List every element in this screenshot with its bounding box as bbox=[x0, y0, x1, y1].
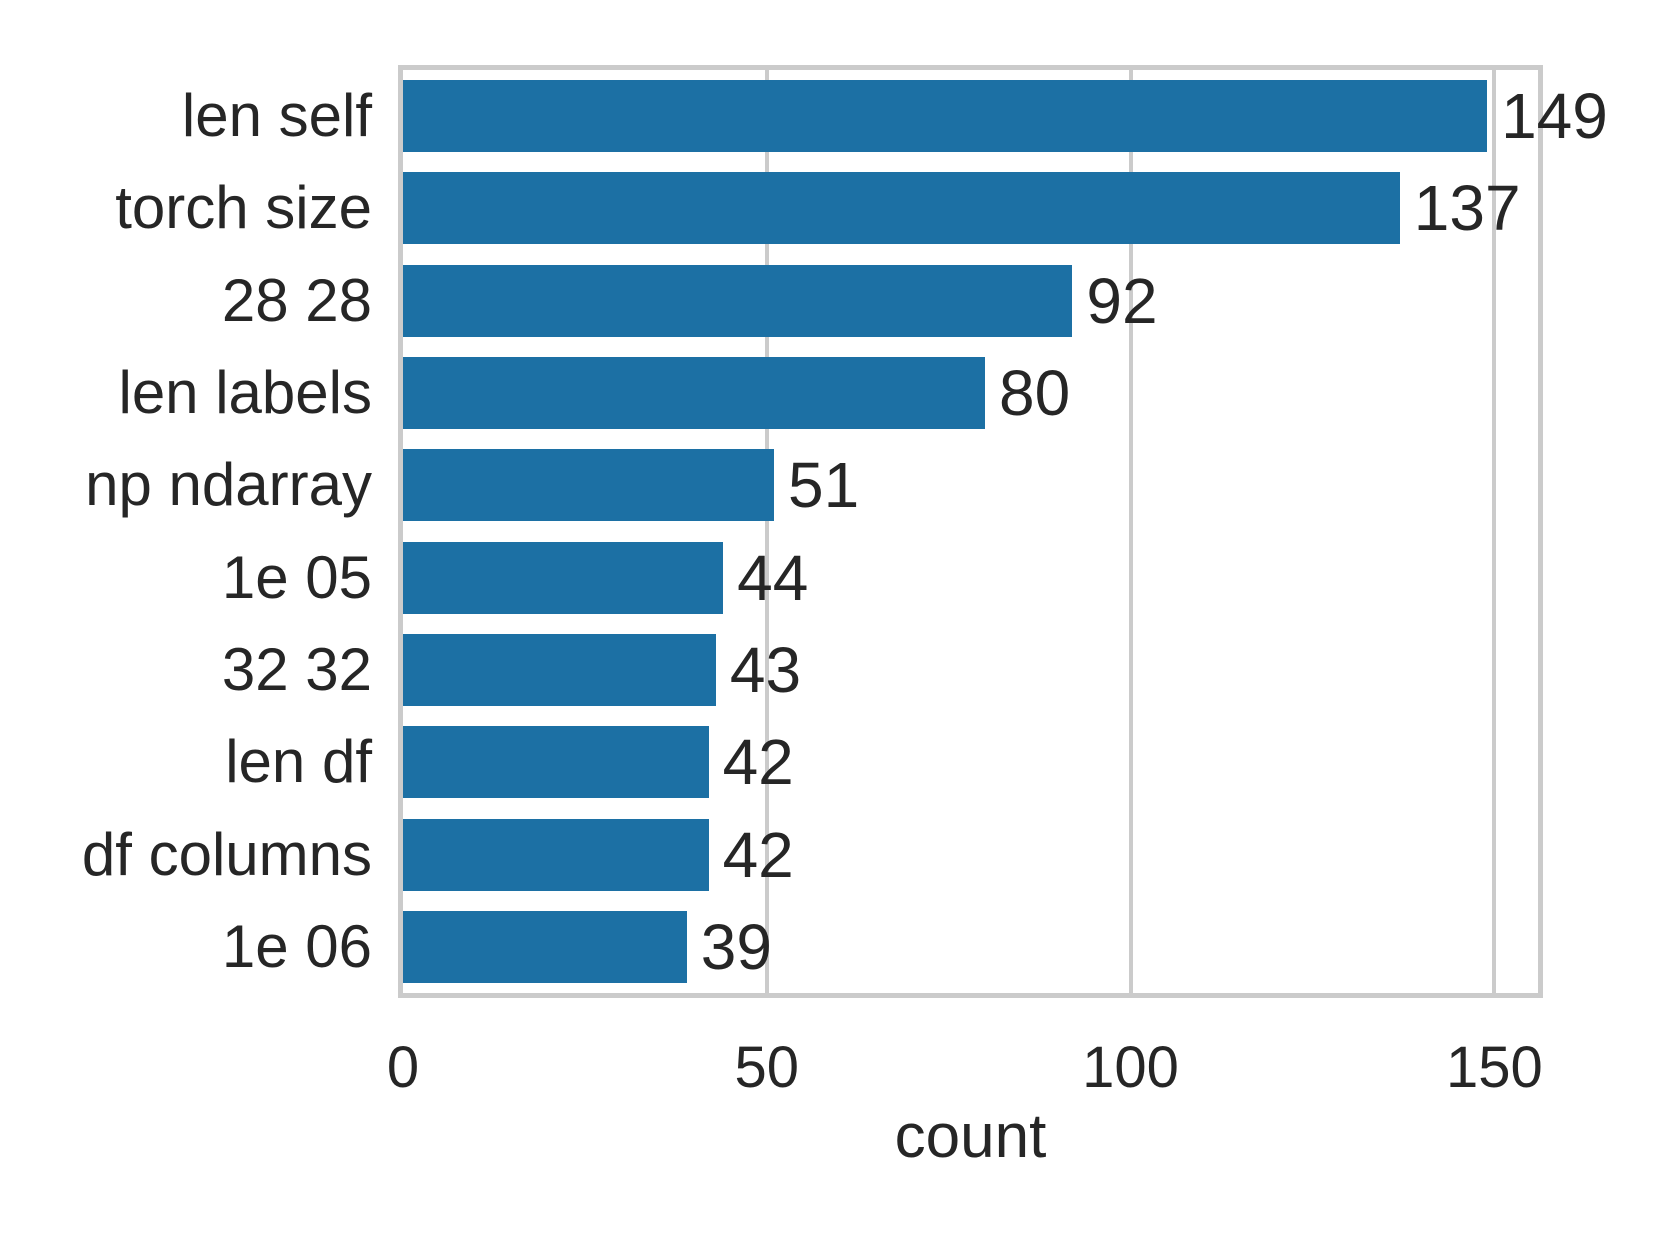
x-axis-ticks: 0 50 100 150 bbox=[387, 1035, 1543, 1109]
gridline-x-100 bbox=[1128, 70, 1133, 993]
x-axis-title: count bbox=[894, 1102, 1047, 1171]
bar-value-label: 43 bbox=[729, 633, 802, 706]
bar-len-df bbox=[403, 726, 709, 799]
x-tick-label-100: 100 bbox=[1082, 1035, 1179, 1100]
bar-value-label: 44 bbox=[737, 541, 809, 614]
gridline-x-50 bbox=[764, 70, 769, 993]
bar-value-label: 42 bbox=[722, 726, 794, 799]
y-tick-label-len-labels: len labels bbox=[118, 359, 372, 427]
x-tick-label-50: 50 bbox=[734, 1035, 800, 1100]
y-tick-label-len-df: len df bbox=[225, 728, 372, 796]
bar-value-label: 39 bbox=[700, 910, 772, 983]
x-tick-label-0: 0 bbox=[386, 1035, 420, 1100]
y-tick-label-np-ndarray: np ndarray bbox=[85, 451, 372, 519]
bar-value-label: 92 bbox=[1086, 264, 1158, 337]
bar-value-label: 42 bbox=[722, 818, 794, 891]
bar-len-labels bbox=[403, 357, 986, 430]
plot-inner: 149 137 92 80 51 44 43 42 42 39 bbox=[403, 70, 1608, 993]
y-tick-label-32-32: 32 32 bbox=[221, 635, 372, 703]
bar-len-self bbox=[403, 80, 1488, 153]
bar-1e-06 bbox=[403, 910, 687, 983]
bar-value-label: 137 bbox=[1413, 172, 1521, 245]
plot-area: 149 137 92 80 51 44 43 42 42 39 bbox=[398, 65, 1608, 998]
x-tick-label-150: 150 bbox=[1445, 1035, 1543, 1100]
bar-1e-05 bbox=[403, 541, 724, 614]
bar-28-28 bbox=[403, 264, 1073, 337]
gridline-x-150 bbox=[1492, 70, 1497, 993]
bar-np-ndarray bbox=[403, 449, 775, 522]
y-tick-label-torch-size: torch size bbox=[115, 174, 372, 242]
bar-32-32 bbox=[403, 633, 716, 706]
bar-df-columns bbox=[403, 818, 709, 891]
y-tick-label-28-28: 28 28 bbox=[221, 266, 372, 334]
bar-value-label: 149 bbox=[1501, 80, 1608, 153]
bar-torch-size bbox=[403, 172, 1400, 245]
y-tick-label-1e-06: 1e 06 bbox=[221, 912, 372, 980]
bar-value-label: 80 bbox=[999, 357, 1071, 430]
y-axis-category-labels: len self torch size 28 28 len labels np ndar… bbox=[0, 70, 372, 993]
y-tick-label-df-columns: df columns bbox=[81, 820, 372, 888]
bar-value-label: 51 bbox=[788, 449, 860, 522]
y-tick-label-1e-05: 1e 05 bbox=[221, 543, 372, 611]
y-tick-label-len-self: len self bbox=[181, 82, 372, 150]
